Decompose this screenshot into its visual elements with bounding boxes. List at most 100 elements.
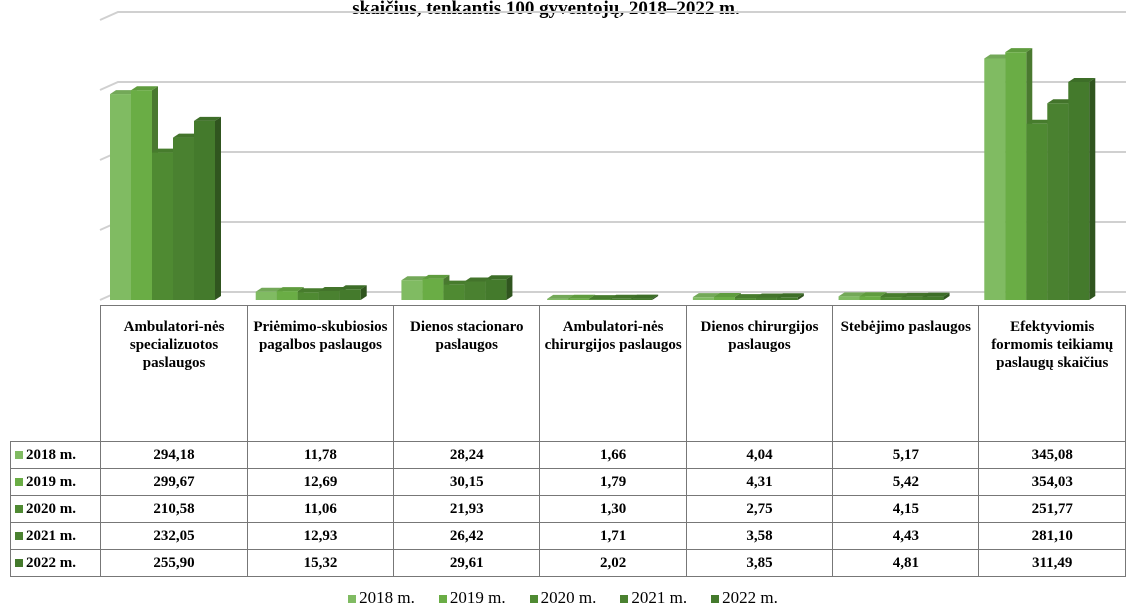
value-cell: 12,69 bbox=[246, 468, 395, 496]
bar-side bbox=[943, 292, 950, 300]
value-cell: 1,66 bbox=[539, 441, 687, 469]
bar-top bbox=[610, 294, 638, 299]
bar-front bbox=[734, 298, 756, 300]
row-label: 2019 m. bbox=[9, 468, 102, 496]
bar-front bbox=[859, 296, 881, 300]
legend-key bbox=[348, 595, 357, 603]
legend-item: 2018 m. bbox=[348, 588, 415, 607]
bar-top bbox=[838, 292, 866, 297]
data-row: 2018 m. 294,18 11,78 28,24 1,66 4,04 5,17 345,0… bbox=[9, 441, 1126, 469]
value-cell: 255,90 bbox=[100, 549, 248, 577]
bar-top bbox=[776, 293, 804, 298]
value-cell: 294,18 bbox=[100, 441, 248, 469]
bar-front bbox=[464, 281, 486, 300]
value-cell: 232,05 bbox=[100, 522, 248, 550]
category-label: Dienos stacionaro paslaugos bbox=[393, 305, 541, 442]
value-cell: 1,79 bbox=[539, 468, 687, 496]
bar-front bbox=[713, 296, 735, 300]
value-cell: 5,42 bbox=[832, 468, 980, 496]
legend-label: 2018 m. bbox=[359, 588, 415, 607]
bar-top bbox=[631, 294, 659, 299]
bar-front bbox=[568, 298, 590, 300]
bar-side bbox=[797, 293, 804, 300]
bar-front bbox=[922, 296, 944, 300]
bar-front bbox=[631, 298, 653, 300]
bar-top bbox=[589, 295, 617, 300]
bar-front bbox=[1047, 103, 1069, 300]
bar-top bbox=[318, 286, 346, 291]
bar-top bbox=[464, 277, 492, 282]
legend-key bbox=[15, 477, 23, 486]
data-row: 2020 m. 210,58 11,06 21,93 1,30 2,75 4,15 251,7… bbox=[9, 495, 1126, 523]
chart-title: skaičius, tenkantis 100 gyventojų, 2018–… bbox=[352, 0, 739, 19]
category-label: Dienos chirurgijos paslaugos bbox=[685, 305, 834, 442]
bar-front bbox=[276, 291, 298, 300]
value-cell: 251,77 bbox=[978, 495, 1126, 523]
corner-cell bbox=[11, 306, 101, 442]
value-cell: 4,81 bbox=[832, 549, 980, 577]
bar-top bbox=[422, 274, 450, 279]
value-cell: 2,75 bbox=[685, 495, 834, 523]
value-cell: 29,61 bbox=[393, 549, 541, 577]
grid-line bbox=[99, 221, 1126, 231]
value-cell: 12,93 bbox=[246, 522, 395, 550]
bar bbox=[922, 292, 950, 300]
bar-top bbox=[1026, 119, 1054, 124]
bar bbox=[485, 275, 513, 300]
legend-key bbox=[15, 450, 23, 459]
legend-key bbox=[529, 595, 538, 603]
value-cell: 3,58 bbox=[685, 522, 834, 550]
category-label: Ambulatori-nės chirurgijos paslaugos bbox=[539, 305, 687, 442]
value-cell: 15,32 bbox=[246, 549, 395, 577]
value-cell: 2,02 bbox=[539, 549, 687, 577]
bar-front bbox=[589, 299, 611, 300]
grid-line bbox=[99, 11, 1126, 21]
data-row: 2019 m. 299,67 12,69 30,15 1,79 4,31 5,42 354,0… bbox=[9, 468, 1126, 496]
row-label: 2022 m. bbox=[9, 549, 102, 577]
bar-top bbox=[692, 293, 720, 298]
bar bbox=[339, 285, 367, 300]
legend-label: 2020 m. bbox=[540, 588, 597, 607]
bar-front bbox=[838, 296, 860, 300]
bar bbox=[631, 294, 659, 300]
legend-key bbox=[15, 504, 23, 513]
bar-front bbox=[152, 152, 173, 300]
bar-top bbox=[173, 133, 200, 138]
bar-front bbox=[776, 297, 798, 300]
value-cell: 3,85 bbox=[685, 549, 834, 577]
bar-front bbox=[110, 94, 131, 300]
bar-front bbox=[692, 297, 714, 300]
legend-key bbox=[711, 595, 720, 603]
series-name: 2019 m. bbox=[26, 473, 76, 490]
chart: skaičius, tenkantis 100 gyventojų, 2018–… bbox=[99, 0, 1126, 301]
value-cell: 28,24 bbox=[393, 441, 541, 469]
header-row: Ambulatori-nės specializuotos paslaugos P… bbox=[11, 305, 1126, 442]
bar-top bbox=[1047, 99, 1075, 104]
value-cell: 21,93 bbox=[393, 495, 541, 523]
bar-front bbox=[318, 290, 340, 300]
bar-front bbox=[194, 120, 215, 301]
bar-front bbox=[401, 280, 423, 300]
category-label: Ambulatori-nės specializuotos paslaugos bbox=[100, 305, 248, 442]
legend-key bbox=[15, 558, 23, 567]
bar-front bbox=[443, 284, 465, 300]
bar-top bbox=[1068, 77, 1096, 82]
series-name: 2021 m. bbox=[26, 527, 76, 544]
bar-front bbox=[297, 292, 319, 300]
legend-label: 2022 m. bbox=[722, 588, 778, 607]
bar-front bbox=[339, 289, 361, 300]
bar-top bbox=[713, 292, 741, 297]
bar-front bbox=[901, 296, 923, 300]
legend: 2018 m. 2019 m. 2020 m. 2021 m. 2022 m. bbox=[0, 588, 1126, 608]
value-cell: 4,04 bbox=[685, 441, 834, 469]
bar-top bbox=[901, 292, 929, 297]
bar bbox=[776, 293, 804, 300]
grid-line bbox=[99, 81, 1126, 91]
bar-side bbox=[215, 116, 221, 301]
row-label: 2018 m. bbox=[9, 441, 102, 469]
bar-front bbox=[1026, 123, 1048, 300]
bar-top bbox=[547, 294, 575, 299]
legend-item: 2022 m. bbox=[711, 588, 778, 607]
value-cell: 1,30 bbox=[539, 495, 687, 523]
bar-side bbox=[1089, 77, 1096, 300]
